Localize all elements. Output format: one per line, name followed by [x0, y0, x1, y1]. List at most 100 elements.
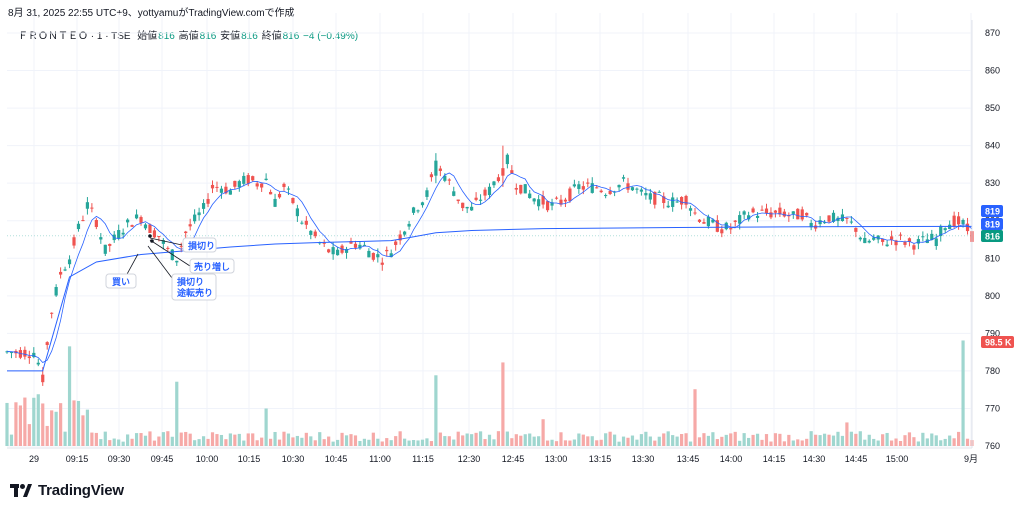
candle-body [139, 217, 143, 223]
volume-bar [568, 440, 572, 446]
volume-bar [201, 436, 206, 446]
candle-body [228, 190, 232, 195]
volume-bar [139, 433, 143, 446]
candle-body [90, 207, 94, 209]
time-tick-label: 13:30 [632, 454, 655, 464]
vwap-line [7, 225, 973, 372]
candle-body [858, 237, 862, 240]
volume-bar [787, 434, 791, 446]
volume-bar [331, 441, 335, 446]
time-tick-label: 14:45 [845, 454, 868, 464]
volume-bar [881, 434, 885, 446]
candle-body [563, 199, 568, 202]
candle-body [438, 168, 442, 171]
candle-body [27, 356, 31, 359]
candle-body [193, 214, 197, 222]
volume-bar [282, 431, 286, 446]
volume-bar [242, 440, 246, 446]
volume-bar [67, 346, 72, 446]
annotation-buy[interactable]: 買い [105, 273, 137, 289]
volume-bar [85, 409, 90, 446]
volume-bar [76, 400, 81, 446]
candle-body [952, 215, 956, 227]
volume-bar [872, 438, 876, 446]
volume-bar [733, 431, 737, 446]
legend-close-label: 終値 [261, 31, 282, 42]
volume-bar [644, 431, 648, 446]
volume-bar [327, 436, 331, 446]
volume-bar [599, 439, 603, 446]
candle-body [644, 193, 648, 196]
volume-bar [224, 439, 228, 446]
volume-bar [313, 440, 317, 446]
candle-body [63, 269, 67, 271]
time-axis[interactable]: 29 09:15 09:30 09:45 10:00 10:15 10:30 10:45 11:… [7, 447, 978, 464]
candle-body [537, 199, 541, 207]
volume-bar [18, 405, 23, 446]
price-tick-label: 810 [985, 253, 1000, 263]
candle-body [376, 254, 380, 258]
candle-body [577, 184, 581, 189]
annotation-stoploss-reverse[interactable]: 損切り 途転売り [171, 273, 217, 301]
candle-body [425, 190, 429, 197]
price-badge-label: 816 [985, 232, 1000, 242]
volume-bar [706, 435, 711, 446]
volume-bar [59, 403, 63, 446]
volume-bar [389, 440, 393, 446]
volume-bars [5, 340, 974, 446]
volume-bar [429, 441, 434, 446]
volume-bar [157, 436, 161, 446]
legend-high-label: 高値 [178, 31, 199, 42]
price-badge-label: 819 [985, 207, 1000, 217]
candle-body [621, 177, 626, 179]
candle-body [251, 176, 255, 181]
volume-bar [532, 436, 536, 446]
time-tick-label: 14:30 [803, 454, 826, 464]
volume-bar [108, 440, 112, 446]
candle-body [336, 249, 340, 256]
annotation-add-short[interactable]: 売り増し [189, 258, 235, 274]
price-badge-label: 98.5 K [985, 338, 1012, 348]
volume-bar [702, 433, 706, 446]
legend-symbol[interactable]: ＦＲＯＮＴＥＯ · 1 · TSE [18, 31, 131, 42]
volume-bar [907, 432, 912, 446]
volume-bar [94, 432, 98, 446]
tradingview-logo[interactable]: TradingView [10, 482, 124, 499]
candle-body [134, 214, 139, 219]
volume-bar [742, 433, 746, 446]
volume-bar [398, 431, 402, 446]
volume-bar [233, 434, 237, 446]
candle-body [268, 191, 273, 195]
volume-bar [760, 439, 764, 446]
candle-body [568, 188, 572, 201]
volume-bar [671, 435, 675, 446]
candle-body [380, 262, 384, 265]
candle-body [831, 212, 836, 222]
candle-body [407, 223, 411, 227]
volume-bar [800, 440, 804, 446]
volume-bar [635, 439, 639, 446]
candle-body [604, 195, 608, 197]
volume-bar [528, 433, 532, 446]
volume-bar [215, 434, 219, 446]
volume-bar [353, 435, 358, 446]
candle-body [872, 237, 876, 240]
volume-bar [474, 432, 478, 446]
volume-bar [277, 439, 282, 446]
annotation-stoploss-1[interactable]: 損切り [182, 237, 217, 253]
annotation-buy-text: 買い [112, 277, 130, 287]
candle-body [639, 189, 643, 192]
time-tick-label: 09:15 [66, 454, 89, 464]
candle-body [523, 184, 527, 194]
candle-body [260, 183, 264, 188]
volume-bar [898, 441, 903, 446]
candle-body [881, 238, 885, 242]
candle-body [166, 247, 170, 249]
candle-body [23, 349, 27, 357]
candle-body [943, 228, 947, 231]
time-tick-label: 14:15 [763, 454, 786, 464]
price-tick-label: 840 [985, 141, 1000, 151]
volume-bar [251, 433, 255, 446]
candle-body [916, 239, 920, 244]
